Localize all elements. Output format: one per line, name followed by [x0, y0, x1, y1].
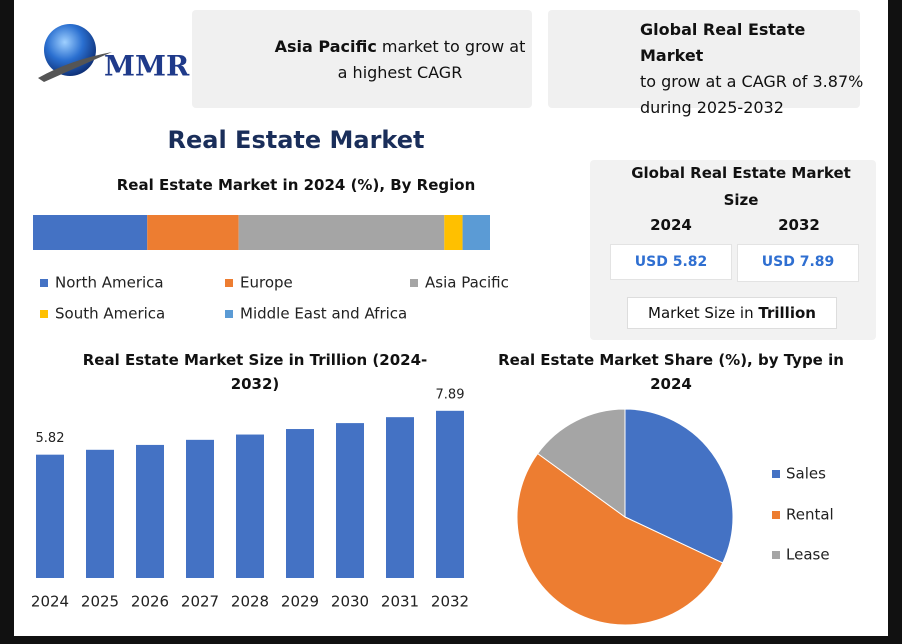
logo-swoosh	[38, 52, 112, 82]
market-size-box	[590, 160, 876, 340]
x-tick-label: 2032	[431, 593, 469, 611]
bar-segment	[147, 215, 239, 250]
legend-label: South America	[55, 305, 165, 323]
main-title: Real Estate Market	[167, 126, 425, 154]
note-text: Market Size in	[648, 304, 754, 322]
card	[548, 10, 860, 108]
legend-label: Sales	[786, 465, 826, 483]
year-label: 2024	[650, 216, 692, 234]
market-size-title: Global Real Estate Market Size	[631, 164, 851, 209]
bar	[36, 454, 64, 578]
legend-swatch	[40, 279, 48, 287]
legend-swatch	[772, 511, 780, 519]
pie-slice	[624, 408, 734, 564]
card-body: to grow at a CAGR of 3.87% during 2025-2…	[640, 72, 864, 117]
size-note: Market Size in Trillion	[627, 297, 837, 329]
legend-label: North America	[55, 274, 164, 292]
size-value: USD 7.89	[737, 244, 859, 282]
x-tick-label: 2025	[81, 593, 119, 611]
legend-label: Middle East and Africa	[240, 305, 407, 323]
bar	[86, 449, 114, 578]
legend-label: Asia Pacific	[425, 274, 509, 292]
bar	[286, 429, 314, 578]
chart-title: Real Estate Market in 2024 (%), By Regio…	[116, 176, 476, 194]
year-label: 2032	[778, 216, 820, 234]
x-tick-label: 2029	[281, 593, 319, 611]
legend-label: Lease	[786, 546, 830, 564]
bar-segment	[33, 215, 148, 250]
legend-swatch	[40, 310, 48, 318]
x-tick-label: 2026	[131, 593, 169, 611]
pie-slice	[536, 408, 626, 518]
size-value: USD 5.82	[610, 244, 732, 280]
legend-swatch	[225, 310, 233, 318]
value-label: 5.82	[36, 431, 65, 446]
chart-title: Real Estate Market Size in Trillion (202…	[82, 351, 428, 393]
legend-swatch	[772, 470, 780, 478]
x-tick-label: 2028	[231, 593, 269, 611]
note-unit: Trillion	[758, 304, 816, 322]
card-text: Global Real Estate Market to grow at a CA…	[640, 17, 870, 121]
pie-slice	[516, 452, 724, 626]
bar	[186, 439, 214, 578]
card-highlight: Asia Pacific	[274, 37, 377, 56]
x-tick-label: 2027	[181, 593, 219, 611]
legend-swatch	[410, 279, 418, 287]
bar	[386, 417, 414, 578]
card-text: Asia Pacific market to grow at a highest…	[272, 34, 528, 86]
x-tick-label: 2031	[381, 593, 419, 611]
bar	[136, 444, 164, 578]
bar-segment	[444, 215, 463, 250]
legend-swatch	[772, 551, 780, 559]
bar-segment	[462, 215, 490, 250]
value-label: 7.89	[436, 387, 465, 402]
card-highlight: Global Real Estate Market	[640, 20, 806, 65]
x-tick-label: 2024	[31, 593, 69, 611]
legend-swatch	[225, 279, 233, 287]
bar	[236, 434, 264, 578]
bar-segment	[238, 215, 445, 250]
chart-title: Real Estate Market Share (%), by Type in…	[498, 351, 844, 393]
x-tick-label: 2030	[331, 593, 369, 611]
logo-text: MMR	[104, 50, 190, 83]
bar	[336, 423, 364, 578]
bar	[436, 410, 464, 578]
card-body: market to grow at a highest CAGR	[337, 37, 526, 82]
legend-label: Europe	[240, 274, 293, 292]
legend-label: Rental	[786, 506, 834, 524]
card	[192, 10, 532, 108]
